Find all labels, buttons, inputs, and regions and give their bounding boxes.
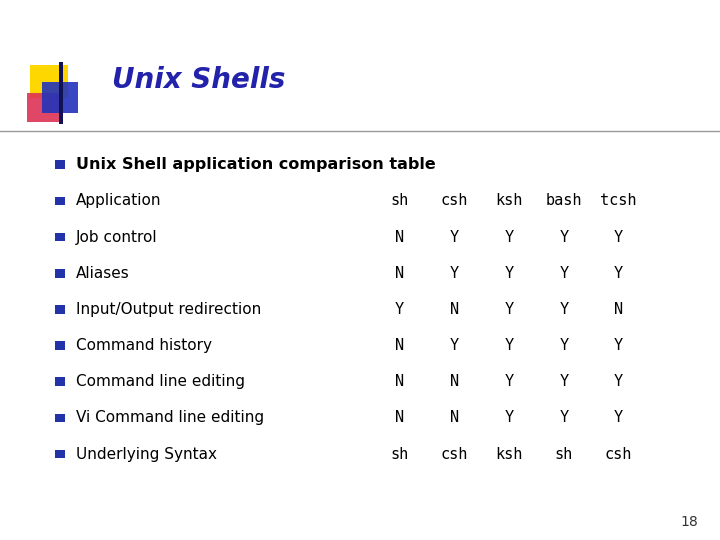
Text: Underlying Syntax: Underlying Syntax xyxy=(76,447,217,462)
Text: Y: Y xyxy=(505,302,513,317)
Text: N: N xyxy=(450,410,459,426)
Text: Y: Y xyxy=(559,338,568,353)
Text: Y: Y xyxy=(505,410,513,426)
Text: Y: Y xyxy=(450,230,459,245)
Text: Application: Application xyxy=(76,193,161,208)
FancyBboxPatch shape xyxy=(27,93,62,122)
Bar xyxy=(55,341,65,350)
Bar xyxy=(55,197,65,205)
Text: N: N xyxy=(395,374,404,389)
Text: N: N xyxy=(450,302,459,317)
Bar xyxy=(55,269,65,278)
Text: Y: Y xyxy=(559,302,568,317)
Bar xyxy=(59,62,63,124)
Text: Y: Y xyxy=(614,374,623,389)
Text: Y: Y xyxy=(614,410,623,426)
Text: Y: Y xyxy=(559,374,568,389)
Text: Aliases: Aliases xyxy=(76,266,130,281)
Text: Unix Shell application comparison table: Unix Shell application comparison table xyxy=(76,157,436,172)
Text: Vi Command line editing: Vi Command line editing xyxy=(76,410,264,426)
Text: sh: sh xyxy=(554,447,573,462)
Text: bash: bash xyxy=(546,193,582,208)
Text: Y: Y xyxy=(505,230,513,245)
Text: N: N xyxy=(395,266,404,281)
Text: Y: Y xyxy=(559,410,568,426)
Text: Y: Y xyxy=(614,338,623,353)
Text: Unix Shells: Unix Shells xyxy=(112,66,285,94)
Bar xyxy=(55,233,65,241)
Text: N: N xyxy=(395,410,404,426)
Text: Y: Y xyxy=(450,266,459,281)
Text: Command history: Command history xyxy=(76,338,212,353)
Text: sh: sh xyxy=(390,193,409,208)
Text: Y: Y xyxy=(614,266,623,281)
Text: Y: Y xyxy=(559,266,568,281)
Text: Y: Y xyxy=(614,230,623,245)
Text: Y: Y xyxy=(450,338,459,353)
Bar xyxy=(30,65,68,98)
Bar xyxy=(55,414,65,422)
Text: 18: 18 xyxy=(680,515,698,529)
Text: csh: csh xyxy=(441,193,468,208)
Bar xyxy=(55,160,65,169)
Text: Y: Y xyxy=(505,338,513,353)
Bar xyxy=(55,305,65,314)
Text: N: N xyxy=(395,230,404,245)
Text: ksh: ksh xyxy=(495,193,523,208)
Text: tcsh: tcsh xyxy=(600,193,636,208)
Text: Job control: Job control xyxy=(76,230,157,245)
Text: N: N xyxy=(450,374,459,389)
Text: ksh: ksh xyxy=(495,447,523,462)
Text: csh: csh xyxy=(605,447,632,462)
Text: N: N xyxy=(395,338,404,353)
Text: Y: Y xyxy=(395,302,404,317)
Text: Input/Output redirection: Input/Output redirection xyxy=(76,302,261,317)
Text: sh: sh xyxy=(390,447,409,462)
Bar xyxy=(55,450,65,458)
Text: Y: Y xyxy=(505,374,513,389)
Text: Y: Y xyxy=(559,230,568,245)
Text: csh: csh xyxy=(441,447,468,462)
Bar xyxy=(55,377,65,386)
Text: Command line editing: Command line editing xyxy=(76,374,245,389)
Text: Y: Y xyxy=(505,266,513,281)
Bar xyxy=(42,82,78,113)
Text: N: N xyxy=(614,302,623,317)
